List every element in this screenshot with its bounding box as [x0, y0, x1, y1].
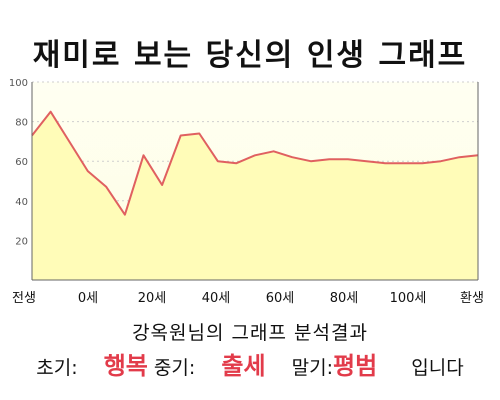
- late-value: 평범: [333, 352, 378, 380]
- early-label: 초기:: [36, 357, 78, 379]
- y-tick-labels: 20 40 60 80 100: [9, 78, 28, 247]
- analysis-summary: 초기: 행복 중기: 출세 말기:평범 입니다: [0, 346, 500, 381]
- x-tick-label: 전생: [12, 291, 36, 306]
- y-tick-label: 20: [15, 236, 28, 247]
- mid-label: 중기:: [153, 357, 196, 379]
- x-tick-label: 60세: [266, 291, 295, 306]
- y-tick-label: 40: [15, 197, 28, 208]
- life-area-chart: 20 40 60 80 100 전생 0세 20세 40세 60세 80세 100세 환생: [9, 78, 484, 306]
- life-line: [31, 110, 479, 216]
- x-tick-labels: 전생 0세 20세 40세 60세 80세 100세 환생: [12, 291, 484, 306]
- chart-axes: [31, 82, 479, 281]
- x-tick-label: 20세: [138, 291, 167, 306]
- x-tick-label: 80세: [330, 291, 359, 306]
- early-value: 행복: [103, 352, 148, 380]
- x-tick-label: 100세: [390, 291, 427, 306]
- mid-value: 출세: [221, 352, 266, 380]
- y-tick-label: 100: [9, 78, 28, 89]
- late-label: 말기:: [291, 357, 334, 379]
- life-area-fill: [32, 111, 478, 280]
- page-title: 재미로 보는 당신의 인생 그래프: [32, 38, 468, 73]
- y-tick-label: 60: [15, 157, 28, 168]
- x-tick-label: 환생: [460, 291, 484, 306]
- x-tick-label: 0세: [78, 291, 98, 306]
- analysis-subtitle: 강옥원님의 그래프 분석결과: [132, 322, 368, 344]
- y-tick-label: 80: [15, 118, 28, 129]
- x-tick-label: 40세: [202, 291, 231, 306]
- summary-suffix: 입니다: [411, 357, 464, 379]
